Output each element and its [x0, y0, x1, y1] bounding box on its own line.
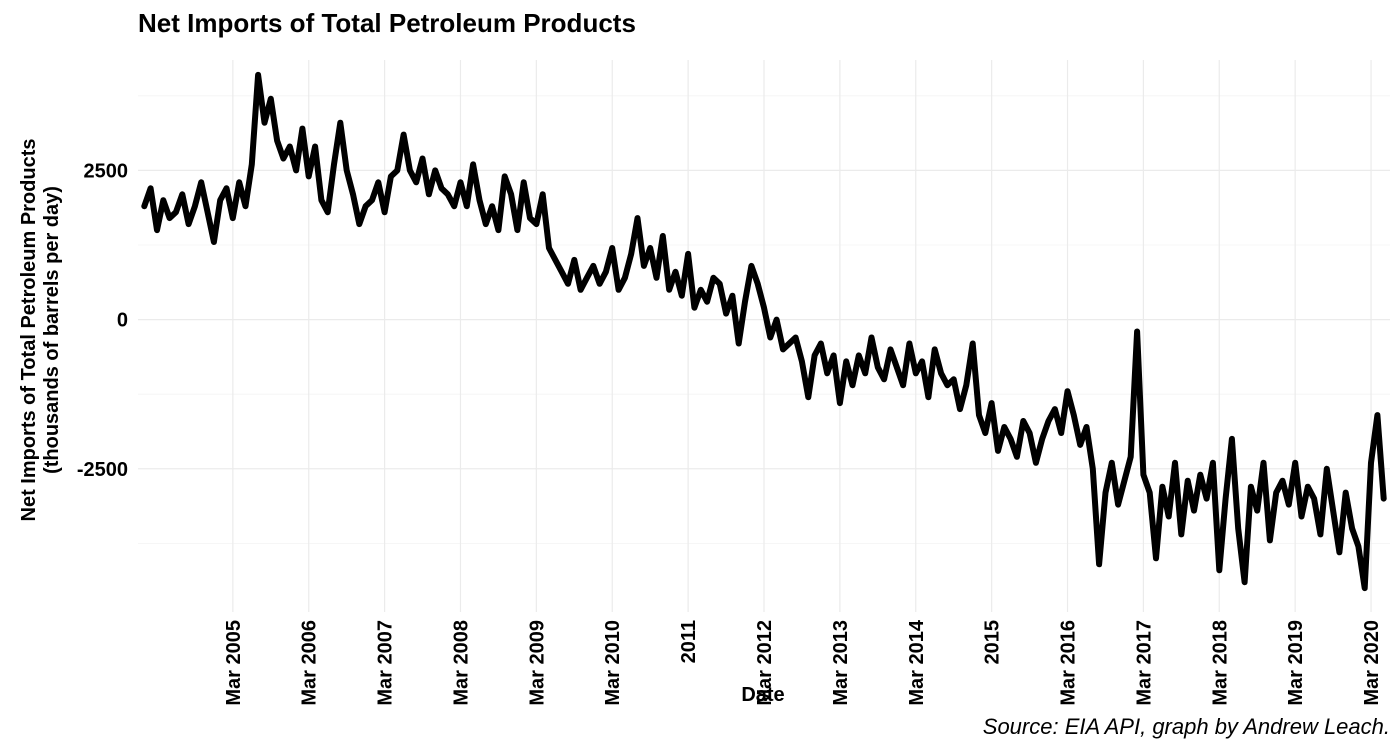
caption: Source: EIA API, graph by Andrew Leach. [983, 714, 1390, 739]
x-tick-label: Mar 2007 [375, 620, 397, 706]
x-tick-label: Mar 2005 [223, 620, 245, 706]
x-tick-label: 2015 [982, 620, 1004, 665]
data-line [141, 71, 1387, 592]
y-axis-label: Net Imports of Total Petroleum Products [18, 139, 40, 522]
x-tick-label: Mar 2013 [830, 620, 852, 706]
x-tick-label: Mar 2012 [754, 620, 776, 706]
x-tick-label: Mar 2020 [1361, 620, 1383, 706]
x-tick-label: Mar 2006 [299, 620, 321, 706]
y-tick-label: 2500 [84, 160, 129, 182]
x-tick-label: Mar 2010 [602, 620, 624, 706]
x-tick-label: Mar 2017 [1133, 620, 1155, 706]
x-tick-label: Mar 2016 [1058, 620, 1080, 706]
y-tick-label: 0 [117, 310, 128, 332]
chart-title: Net Imports of Total Petroleum Products [138, 8, 636, 38]
y-tick-label: -2500 [77, 459, 128, 481]
x-tick-label: Mar 2008 [450, 620, 472, 706]
y-axis-label: (thousands of barrels per day) [41, 186, 63, 474]
x-tick-label: Mar 2009 [526, 620, 548, 706]
x-axis-label: Date [741, 684, 784, 706]
x-tick-label: 2011 [678, 620, 700, 663]
x-tick-label: Mar 2014 [906, 619, 928, 705]
x-tick-label: Mar 2019 [1285, 620, 1307, 706]
x-tick-label: Mar 2018 [1209, 620, 1231, 706]
